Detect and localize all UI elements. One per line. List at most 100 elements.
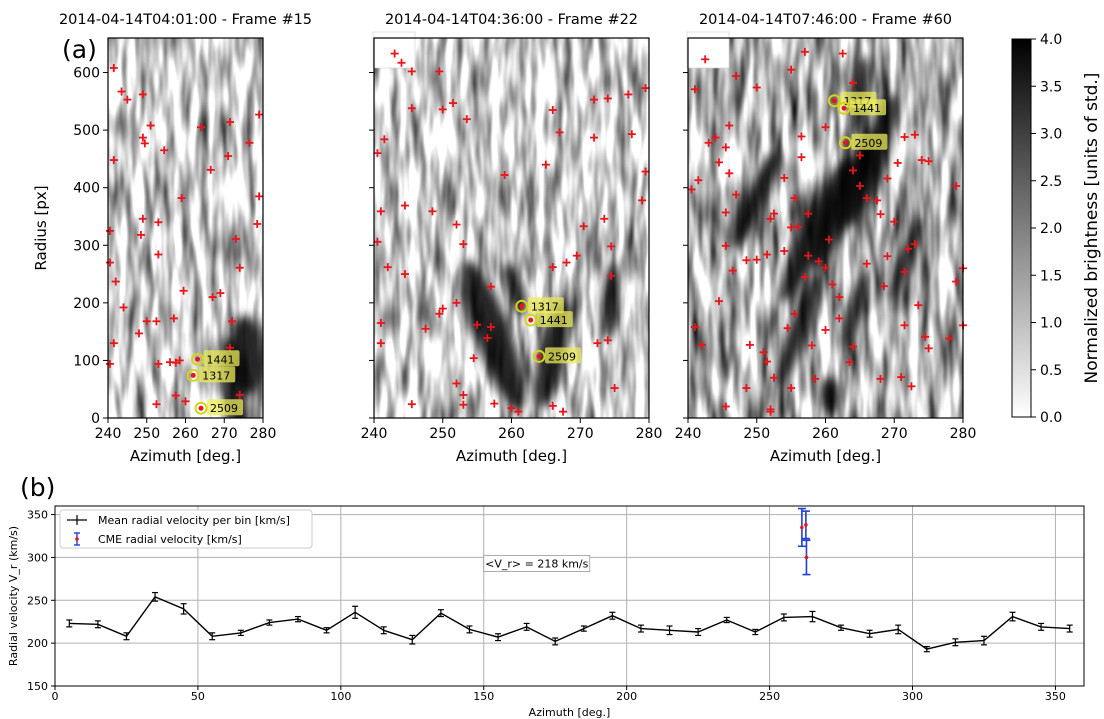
feature-cross [876,210,885,219]
feature-cross [883,252,892,261]
x-tick-label: 270 [211,426,238,442]
mean-velocity-errorbar [380,626,387,635]
x-tick-label: 280 [950,426,977,442]
cme-circle [838,136,852,150]
cme-dot [528,317,534,323]
feature-cross [435,309,444,318]
legend-entry-mean: Mean radial velocity per bin [km/s] [67,514,290,527]
dark-region [775,273,821,387]
plot-frame [54,505,1085,687]
mean-velocity-errorbar [1009,611,1016,622]
mean-velocity-errorbar [580,625,587,632]
feature-cross [900,133,909,142]
mean-velocity-errorbar [180,603,187,615]
feature-cross [711,133,720,142]
feature-cross [804,251,813,260]
feature-cross [226,118,235,127]
mean-velocity-errorbar [409,634,416,645]
feature-cross [945,334,954,343]
feature-cross [483,333,492,342]
mean-velocity-line [69,596,1070,650]
x-axis-label: Azimuth [deg.] [770,447,881,465]
mean-velocity-errorbar [752,628,759,636]
feature-cross [603,336,612,345]
feature-cross [490,399,499,408]
feature-cross [500,171,509,180]
feature-cross [177,194,186,203]
feature-cross [917,156,926,165]
feature-cross [794,222,802,231]
colorbar-tick-label: 0.5 [1040,363,1062,379]
feature-cross [438,105,447,114]
feature-cross [780,173,789,182]
cme-label: 1441 [853,102,881,115]
dark-region [730,149,780,251]
feature-cross [766,405,775,414]
feature-cross [952,277,961,286]
x-tick-label: 240 [361,426,388,442]
feature-cross [638,196,647,205]
feature-cross [400,201,409,210]
feature-cross [721,208,730,217]
mean-velocity-errorbar [637,624,644,633]
feature-cross [924,344,933,353]
feature-cross [732,190,741,199]
feature-cross [690,85,699,94]
dark-region [842,271,868,349]
mean-velocity-errorbar [980,635,987,646]
mean-velocity-errorbar [495,633,502,642]
colorbar-tick-label: 1.5 [1040,268,1062,284]
x-tick-label: 270 [567,426,594,442]
mean-velocity-errorbar [266,619,273,626]
feature-cross [548,401,557,410]
x-tick-label: 250 [743,426,770,442]
feature-cross [787,384,796,393]
feature-cross [763,357,772,366]
cme-label-highlight [850,99,887,116]
feature-cross [169,314,178,323]
x-tick-label: 260 [172,426,199,442]
feature-cross [590,95,598,104]
feature-cross [109,63,118,72]
mean-velocity-errorbar [809,610,816,623]
cme-circle [827,94,841,108]
cme-marker-2509: 2509 [194,399,243,416]
feature-cross [897,373,906,382]
feature-cross [873,196,882,205]
feature-cross [821,123,830,132]
mean-velocity-errorbar [866,629,873,638]
feature-cross [725,169,734,178]
feature-cross [904,244,912,253]
x-tick-label: 200 [616,690,637,703]
feature-cross [790,194,799,203]
mean-velocity-errorbar [666,625,673,636]
x-tick-label: 50 [191,690,205,703]
feature-cross [154,359,163,368]
x-tick-label: 250 [759,690,780,703]
y-tick-label: 300 [27,551,48,564]
y-tick-label: 250 [27,594,48,607]
mean-velocity-errorbar [294,615,301,623]
colorbar-tick-label: 0.0 [1040,410,1062,426]
feature-cross [160,146,169,155]
feature-cross [900,267,909,276]
cme-label-highlight [203,350,240,367]
feature-cross [690,323,699,332]
mean-velocity-errorbar [323,627,330,634]
feature-cross [804,209,813,218]
annotation-box [483,555,591,572]
dark-region [778,157,852,303]
colorbar-tick-label: 2.5 [1040,174,1062,190]
feature-cross [742,384,751,393]
colorbar-tick-label: 4.0 [1040,32,1062,48]
feature-cross [752,83,761,92]
feature-cross [555,128,564,137]
feature-cross [627,130,636,139]
colorbar-tick-label: 3.5 [1040,79,1062,95]
panel-title: 2014-04-14T04:01:00 - Frame #15 [59,12,312,28]
legend-label: Mean radial velocity per bin [km/s] [98,514,290,527]
feature-cross [171,391,180,400]
dark-region [229,315,263,395]
feature-cross [607,242,616,251]
feature-cross [181,397,190,406]
